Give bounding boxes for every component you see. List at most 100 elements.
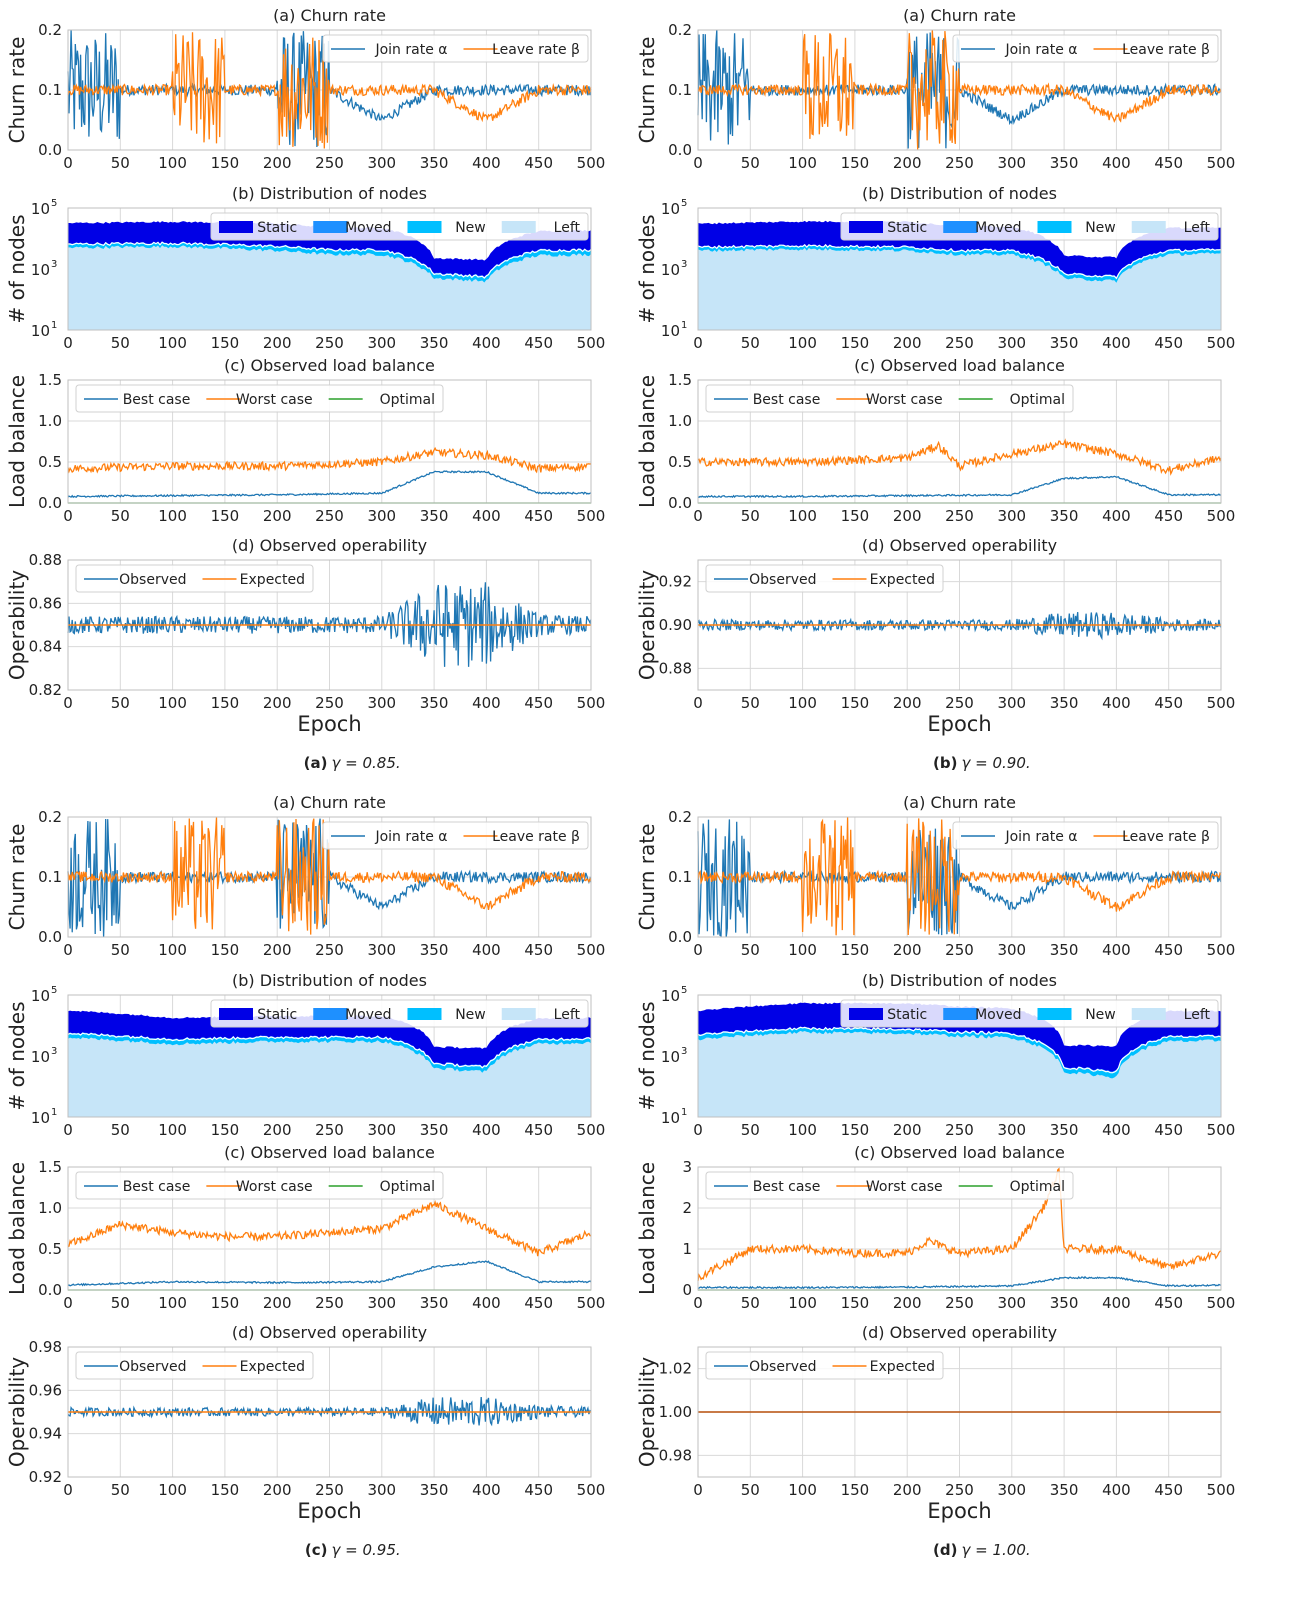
x-tick-label: 350 (1050, 1121, 1079, 1139)
y-tick-base: 10 (661, 261, 680, 279)
legend-label: Static (257, 220, 297, 236)
legend-label: Worst case (866, 1179, 943, 1195)
x-tick-label: 400 (472, 1481, 501, 1499)
y-tick-base: 10 (661, 200, 680, 218)
subplot-title: (b) Distribution of nodes (862, 971, 1057, 990)
legend: Join rate α Leave rate β (322, 821, 589, 850)
best-case-line (697, 1275, 1222, 1290)
subplot-title: (d) Observed operability (232, 1323, 427, 1342)
y-tick-exponent: 5 (51, 985, 57, 996)
y-tick-label: 2 (682, 1199, 692, 1217)
area-left (68, 1037, 591, 1117)
x-tick-label: 50 (741, 1481, 760, 1499)
x-tick-label: 100 (788, 941, 817, 959)
legend-box (322, 821, 589, 850)
legend-swatch (1037, 1008, 1072, 1020)
legend-label: Optimal (380, 392, 435, 408)
x-tick-label: 350 (420, 507, 449, 525)
y-axis-label: Operability (635, 570, 659, 680)
x-tick-label: 300 (997, 1121, 1026, 1139)
plot-frame (697, 1166, 1222, 1291)
y-tick-label: 0.90 (659, 616, 692, 634)
x-tick-label: 100 (788, 507, 817, 525)
panel-caption: (c) γ = 0.95. (305, 1541, 401, 1559)
lb-chart: (c) Observed load balance 0.0 0.5 1.0 1.5 0 50… (5, 1143, 605, 1312)
lb-chart: (c) Observed load balance 0 1 2 3 0 50 100 150 20… (635, 1143, 1235, 1312)
legend-label: Left (1184, 220, 1211, 236)
legend-label: Join rate α (1004, 829, 1077, 845)
y-tick-exponent: 3 (51, 259, 57, 270)
x-tick-label: 150 (211, 154, 240, 172)
x-tick-label: 250 (945, 941, 974, 959)
x-tick-label: 400 (1102, 941, 1131, 959)
x-tick-label: 100 (158, 1121, 187, 1139)
x-tick-label: 0 (693, 694, 703, 712)
y-tick-label: 0.0 (38, 141, 62, 159)
x-tick-label: 50 (741, 1121, 760, 1139)
x-tick-label: 50 (741, 1294, 760, 1312)
x-tick-label: 150 (841, 334, 870, 352)
legend-label: Observed (119, 1359, 186, 1375)
x-tick-label: 300 (367, 334, 396, 352)
x-tick-label: 300 (367, 154, 396, 172)
x-tick-label: 250 (945, 694, 974, 712)
x-tick-label: 250 (945, 334, 974, 352)
x-tick-label: 400 (1102, 1294, 1131, 1312)
x-tick-label: 250 (315, 1481, 344, 1499)
x-tick-label: 200 (893, 941, 922, 959)
y-tick-exponent: 5 (681, 198, 687, 209)
x-tick-label: 50 (741, 694, 760, 712)
x-tick-label: 400 (472, 1294, 501, 1312)
x-tick-label: 350 (420, 1481, 449, 1499)
x-tick-label: 150 (841, 154, 870, 172)
legend-swatch (849, 221, 883, 233)
y-axis-label: Load balance (635, 1162, 659, 1295)
lb-chart: (c) Observed load balance 0.0 0.5 1.0 1.5 0 50… (5, 356, 605, 525)
y-tick-exponent: 3 (51, 1046, 57, 1057)
plot-frame (67, 816, 592, 938)
x-tick-label: 500 (577, 1481, 606, 1499)
x-tick-label: 500 (577, 941, 606, 959)
x-tick-label: 50 (741, 507, 760, 525)
legend-label: Optimal (380, 1179, 435, 1195)
y-tick-exponent: 1 (681, 1107, 687, 1118)
observed-line (697, 612, 1222, 641)
x-tick-label: 350 (1050, 694, 1079, 712)
observed-line (67, 582, 592, 667)
x-tick-label: 0 (63, 1121, 73, 1139)
legend-box (75, 1171, 444, 1200)
caption-label: (c) (305, 1541, 328, 1559)
y-tick-label: 0.82 (29, 681, 62, 699)
x-tick-label: 50 (111, 694, 130, 712)
y-tick-label: 10 1 (31, 320, 57, 340)
x-tick-label: 450 (524, 154, 553, 172)
y-axis-label: # of nodes (635, 1001, 659, 1110)
area-left (68, 245, 591, 330)
x-tick-label: 200 (893, 1481, 922, 1499)
x-tick-label: 500 (577, 1121, 606, 1139)
y-tick-label: 10 3 (31, 1046, 57, 1066)
x-tick-label: 250 (945, 1294, 974, 1312)
y-tick-exponent: 5 (681, 985, 687, 996)
x-tick-label: 300 (367, 1294, 396, 1312)
y-axis-label: # of nodes (5, 1001, 29, 1110)
x-tick-label: 450 (1154, 334, 1183, 352)
x-tick-label: 0 (693, 507, 703, 525)
y-tick-label: 1.5 (38, 371, 62, 389)
x-tick-label: 0 (63, 1481, 73, 1499)
x-tick-label: 100 (788, 334, 817, 352)
x-tick-label: 350 (1050, 334, 1079, 352)
x-tick-label: 250 (315, 154, 344, 172)
y-tick-label: 0.5 (38, 453, 62, 471)
plot-frame (67, 207, 592, 331)
x-tick-label: 100 (788, 1294, 817, 1312)
x-tick-label: 250 (945, 507, 974, 525)
area-edge (697, 1026, 1222, 1074)
y-tick-label: 0.0 (668, 494, 692, 512)
y-axis-label: Load balance (5, 375, 29, 508)
plot-frame (67, 559, 592, 691)
caption-text: γ = 0.85. (332, 754, 401, 772)
y-tick-exponent: 3 (681, 259, 687, 270)
legend-label: Observed (119, 572, 186, 588)
